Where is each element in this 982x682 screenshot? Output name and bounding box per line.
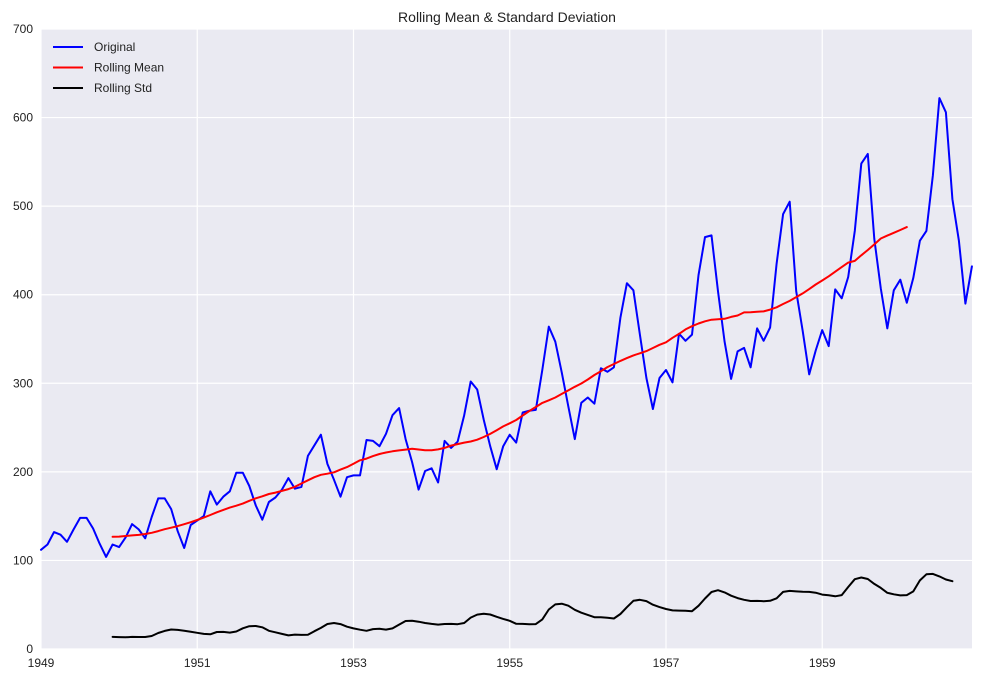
legend-label: Rolling Std: [94, 81, 152, 95]
grid-lines: [40, 28, 972, 650]
y-axis-ticks: 0 100 200 300 400 500 600 700: [13, 22, 33, 656]
y-tick-label: 700: [13, 22, 33, 36]
y-tick-label: 600: [13, 111, 33, 125]
legend: Original Rolling Mean Rolling Std: [53, 40, 164, 95]
y-tick-label: 500: [13, 199, 33, 213]
x-tick-label: 1957: [653, 656, 680, 670]
legend-label: Rolling Mean: [94, 61, 164, 75]
x-tick-label: 1953: [340, 656, 367, 670]
series-line-rolling-std: [111, 572, 954, 639]
y-tick-label: 400: [13, 288, 33, 302]
legend-label: Original: [94, 40, 135, 54]
series-lines: [40, 97, 973, 639]
y-tick-label: 300: [13, 376, 33, 390]
x-tick-label: 1949: [28, 656, 55, 670]
x-tick-label: 1951: [184, 656, 211, 670]
x-tick-label: 1959: [809, 656, 836, 670]
chart-title: Rolling Mean & Standard Deviation: [398, 9, 616, 25]
x-tick-label: 1955: [496, 656, 523, 670]
y-tick-label: 0: [26, 642, 33, 656]
x-axis-ticks: 1949 1951 1953 1955 1957 1959: [28, 656, 836, 670]
y-tick-label: 200: [13, 465, 33, 479]
y-tick-label: 100: [13, 553, 33, 567]
series-line-rolling-mean: [111, 226, 908, 538]
plot-area: [41, 29, 972, 649]
